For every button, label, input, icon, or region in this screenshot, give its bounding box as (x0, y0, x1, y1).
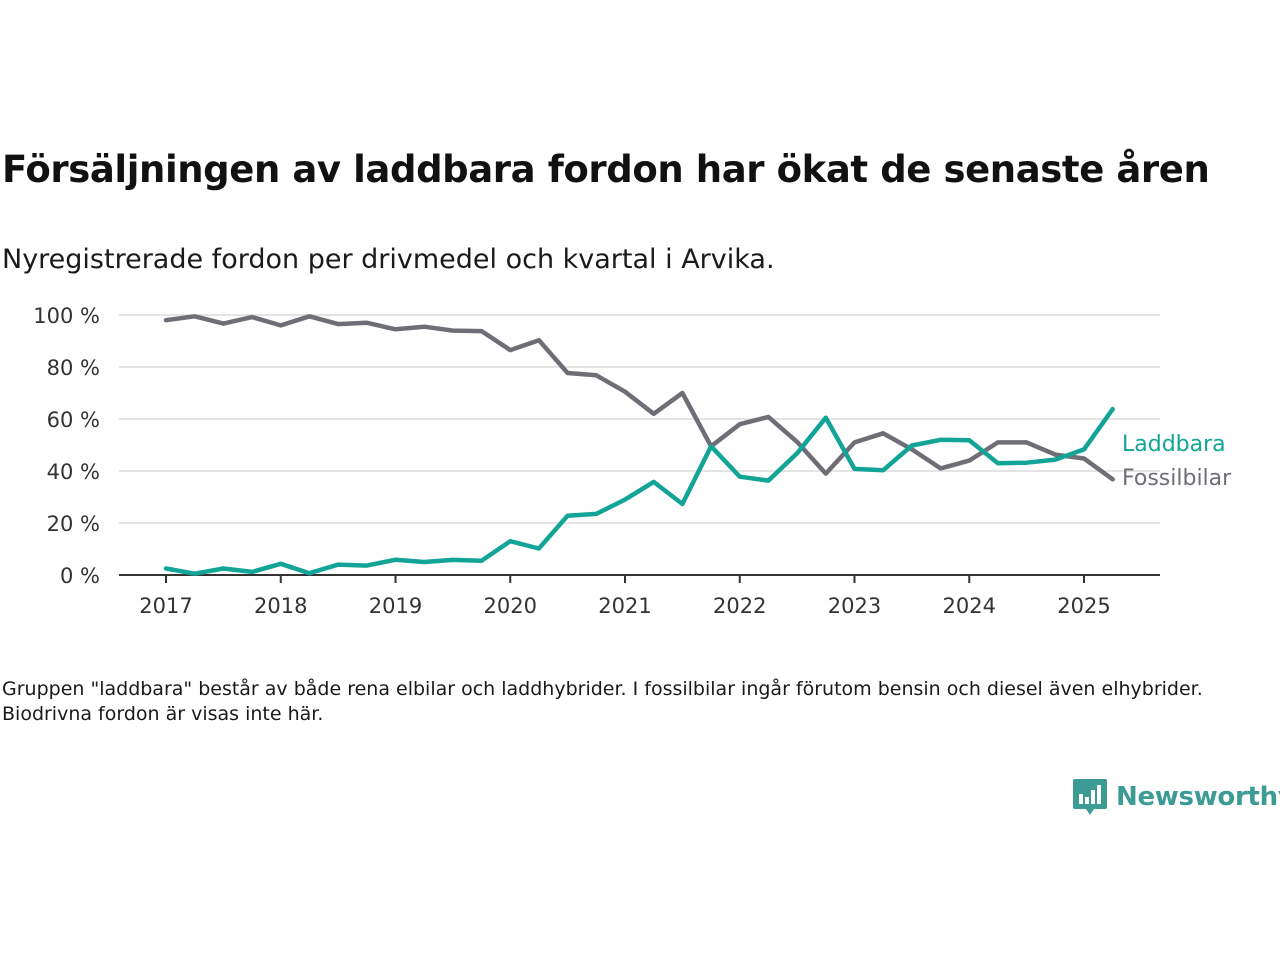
y-tick-label: 20 % (47, 512, 100, 536)
y-tick-label: 60 % (47, 408, 100, 432)
x-tick-label: 2024 (943, 594, 996, 618)
series-line-laddbara (163, 406, 1115, 576)
x-tick-label: 2017 (139, 594, 192, 618)
newsworthy-logo-icon (1073, 779, 1107, 815)
x-tick-label: 2022 (713, 594, 766, 618)
y-axis-ticks: 0 % 20 % 40 % 60 % 80 % 100 % (33, 304, 100, 588)
y-tick-label: 80 % (47, 356, 100, 380)
x-tick-label: 2023 (828, 594, 881, 618)
x-tick-label: 2020 (484, 594, 537, 618)
series-labels: Laddbara Fossilbilar (1122, 432, 1232, 491)
series-line-fossilbilar (163, 314, 1115, 482)
newsworthy-brand[interactable]: Newsworthy (1072, 775, 1280, 819)
gridlines (119, 314, 1160, 524)
chart-title: Försäljningen av laddbara fordon har öka… (2, 148, 1210, 191)
brand-name: Newsworthy (1116, 782, 1280, 812)
series-label-laddbara: Laddbara (1122, 432, 1226, 457)
footnote: Gruppen "laddbara" består av både rena e… (2, 678, 1203, 725)
y-tick-label: 40 % (47, 460, 100, 484)
x-axis-ticks: 2017 2018 2019 2020 2021 2022 2023 2024 2025 (139, 575, 1111, 618)
series-label-fossilbilar: Fossilbilar (1122, 466, 1232, 491)
y-tick-label: 100 % (33, 304, 100, 328)
series-lines (163, 314, 1115, 576)
x-tick-label: 2025 (1057, 594, 1110, 618)
line-chart: 0 % 20 % 40 % 60 % 80 % 100 % 2017 2018 2019 202… (33, 304, 1232, 618)
x-tick-label: 2021 (598, 594, 651, 618)
x-tick-label: 2019 (369, 594, 422, 618)
chart-subtitle: Nyregistrerade fordon per drivmedel och … (2, 244, 775, 275)
y-tick-label: 0 % (60, 564, 100, 588)
x-tick-label: 2018 (254, 594, 307, 618)
